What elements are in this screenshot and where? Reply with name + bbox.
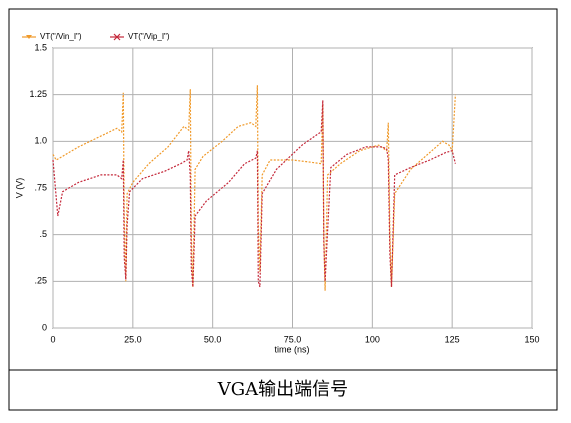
series-line xyxy=(52,85,456,291)
y-tick-label: 1.0 xyxy=(34,136,47,146)
legend-marker xyxy=(113,33,121,41)
x-tick-label: 0 xyxy=(50,334,55,344)
x-tick-label: 75.0 xyxy=(284,334,302,344)
x-axis-label: time (ns) xyxy=(274,344,309,354)
x-tick-label: 50.0 xyxy=(204,334,222,344)
x-tick-label: 125 xyxy=(445,334,460,344)
y-axis-label: V (V) xyxy=(14,178,24,199)
y-tick-label: 1.5 xyxy=(34,42,47,52)
caption: VGA输出端信号 xyxy=(217,379,348,400)
legend-marker xyxy=(26,35,32,39)
y-tick-label: .5 xyxy=(39,229,47,239)
legend-label: VT("/Vip_I") xyxy=(128,32,170,41)
x-tick-label: 100 xyxy=(365,334,380,344)
frame xyxy=(8,8,558,411)
x-tick-label: 150 xyxy=(524,334,539,344)
y-tick-label: 0 xyxy=(42,322,47,332)
y-tick-label: 1.25 xyxy=(29,89,47,99)
series-line xyxy=(52,100,456,288)
x-tick-label: 25.0 xyxy=(124,334,142,344)
y-tick-label: .25 xyxy=(34,276,47,286)
y-tick-label: .75 xyxy=(34,182,47,192)
legend-label: VT("/Vin_I") xyxy=(40,32,82,41)
